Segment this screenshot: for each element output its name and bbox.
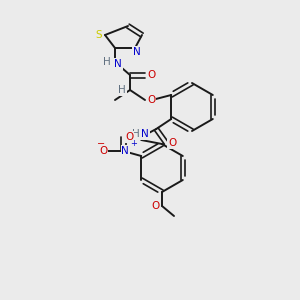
- Text: H: H: [132, 129, 140, 139]
- Text: −: −: [97, 139, 105, 149]
- Text: O: O: [168, 138, 176, 148]
- Text: N: N: [141, 129, 149, 139]
- Text: N: N: [121, 146, 129, 156]
- Text: N: N: [114, 59, 122, 69]
- Text: O: O: [147, 70, 155, 80]
- Text: H: H: [118, 85, 126, 95]
- Text: O: O: [99, 146, 107, 156]
- Text: +: +: [130, 139, 137, 148]
- Text: H: H: [103, 57, 111, 67]
- Text: O: O: [152, 201, 160, 211]
- Text: N: N: [133, 47, 141, 57]
- Text: O: O: [147, 95, 155, 105]
- Text: O: O: [125, 132, 133, 142]
- Text: S: S: [96, 30, 102, 40]
